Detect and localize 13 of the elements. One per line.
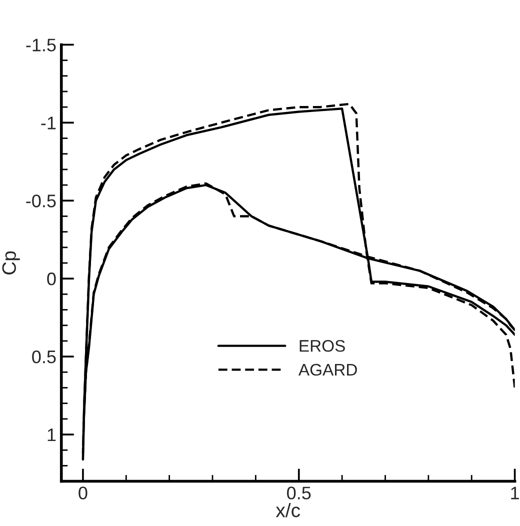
legend-label: EROS	[300, 340, 345, 352]
x-tick-label: 0.5	[287, 486, 311, 500]
y-axis-title: Cp	[2, 251, 20, 274]
y-tick-label: 0.5	[32, 350, 56, 364]
y-tick-label: 1	[48, 428, 56, 442]
x-tick-label: 0	[78, 486, 88, 500]
y-tick-label: -1	[41, 116, 56, 130]
y-tick-label: 0	[47, 272, 56, 286]
x-tick-label: 1	[511, 486, 519, 500]
y-tick-label: -0.5	[26, 194, 56, 208]
legend-label: AGARD	[298, 364, 357, 376]
x-axis-title: x/c	[276, 502, 300, 518]
y-tick-label: -1.5	[26, 38, 56, 52]
